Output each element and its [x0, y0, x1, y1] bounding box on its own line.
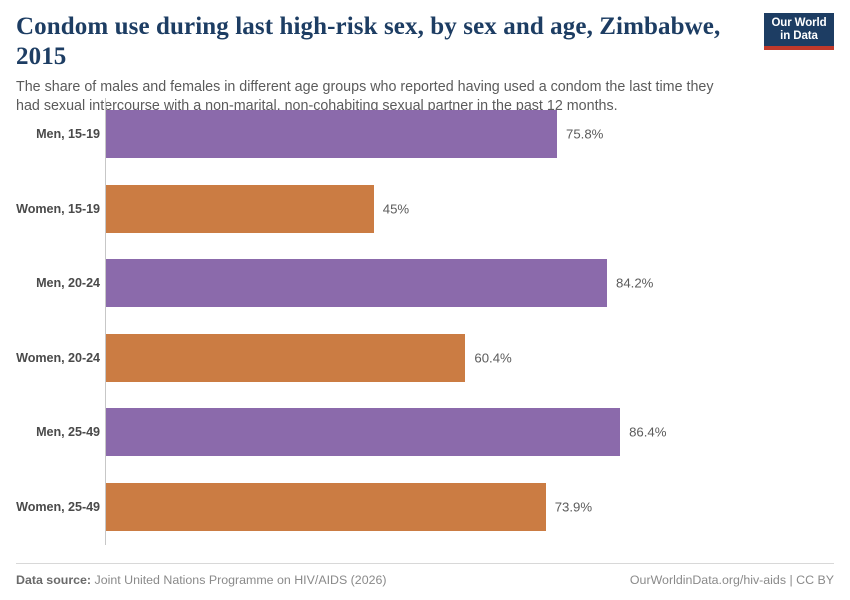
bar-row[interactable]: Men, 20-24 84.2%	[16, 259, 834, 307]
data-source-text: Joint United Nations Programme on HIV/AI…	[91, 573, 387, 587]
bar-value-label: 86.4%	[629, 424, 667, 440]
bar-men[interactable]	[106, 110, 557, 158]
bar-category-label: Men, 15-19	[36, 127, 100, 141]
bar-value-label: 60.4%	[474, 350, 512, 365]
page-title: Condom use during last high-risk sex, by…	[16, 13, 721, 70]
our-world-in-data-logo[interactable]: Our World in Data	[764, 13, 834, 50]
bar-row[interactable]: Men, 15-19 75.8%	[16, 110, 834, 158]
logo-line-1: Our World	[771, 17, 827, 29]
bar-value-label: 73.9%	[554, 499, 593, 514]
bar-chart: Men, 15-19 75.8% Women, 15-19 45% Men, 20-24…	[16, 98, 834, 548]
bar-row[interactable]: Women, 15-19 45%	[16, 184, 834, 233]
bar-women[interactable]	[106, 333, 466, 382]
footer-divider	[16, 563, 834, 564]
bar-rows: Men, 15-19 75.8% Women, 15-19 45% Men, 20-24…	[16, 98, 834, 545]
y-axis-line	[105, 98, 106, 545]
bar-category-label: Women, 15-19	[16, 201, 100, 216]
bar-value-label: 75.8%	[566, 126, 604, 142]
bar-row[interactable]: Women, 25-49 73.9%	[16, 482, 834, 531]
chart-footer: Data source: Joint United Nations Progra…	[16, 570, 834, 590]
bar-women[interactable]	[106, 482, 546, 531]
logo-line-2: in Data	[780, 29, 818, 42]
bar-category-label: Men, 25-49	[36, 425, 100, 439]
data-source: Data source: Joint United Nations Progra…	[16, 573, 387, 587]
bar-category-label: Women, 20-24	[16, 350, 100, 365]
attribution-link[interactable]: OurWorldinData.org/hiv-aids | CC BY	[629, 573, 834, 587]
bar-men[interactable]	[106, 408, 621, 456]
chart-header: Condom use during last high-risk sex, by…	[16, 0, 834, 117]
bar-women[interactable]	[106, 184, 374, 233]
bar-row[interactable]: Men, 25-49 86.4%	[16, 408, 834, 456]
bar-category-label: Men, 20-24	[36, 276, 100, 290]
bar-value-label: 45%	[382, 201, 410, 216]
data-source-label: Data source:	[16, 573, 92, 587]
bar-row[interactable]: Women, 20-24 60.4%	[16, 333, 834, 382]
bar-category-label: Women, 25-49	[16, 499, 100, 514]
bar-value-label: 84.2%	[615, 275, 654, 291]
bar-men[interactable]	[106, 259, 607, 307]
